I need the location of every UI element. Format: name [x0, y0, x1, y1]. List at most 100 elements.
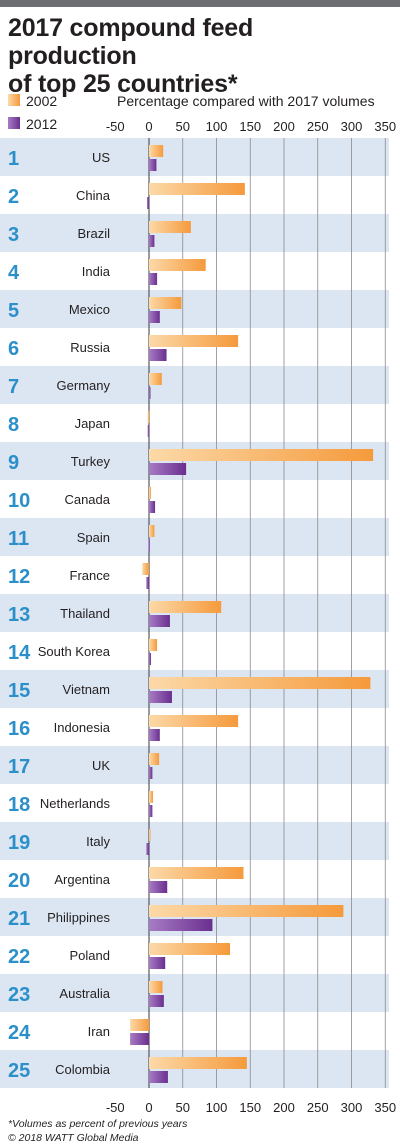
country-label: US: [92, 150, 110, 165]
bar-2002-iran: [130, 1019, 149, 1031]
bar-2002-australia: [149, 981, 163, 993]
row-band: [0, 974, 389, 1012]
bar-2012-japan: [147, 425, 150, 437]
x-tick-label-top: 350: [374, 119, 396, 134]
bar-2002-us: [149, 145, 164, 157]
bar-2012-turkey: [149, 463, 187, 475]
x-tick-label-top: -50: [106, 119, 125, 134]
rank-number: 10: [8, 490, 30, 512]
x-tick-label-bottom: 100: [206, 1100, 228, 1115]
country-label: Mexico: [69, 302, 110, 317]
copyright-text: © 2018 WATT Global Media: [8, 1132, 139, 1144]
legend-label-2012: 2012: [26, 116, 57, 132]
axes: -50 -50 0 0 50 50 100 100 150 150 200 200 250 250 300 3…: [106, 119, 396, 1115]
bar-2012-brazil: [149, 235, 155, 247]
rank-number: 17: [8, 756, 30, 778]
rank-number: 4: [8, 262, 20, 284]
country-label: India: [82, 264, 111, 279]
legend: 2002 2012 Percentage compared with 2017 …: [8, 93, 375, 132]
rank-number: 21: [8, 908, 30, 930]
bar-2012-argentina: [149, 881, 168, 893]
x-tick-label-bottom: 50: [176, 1100, 190, 1115]
x-tick-label-top: 250: [307, 119, 329, 134]
bar-2002-south-korea: [149, 639, 158, 651]
footnote: *Volumes as percent of previous years © …: [8, 1117, 187, 1145]
bar-2012-indonesia: [149, 729, 160, 741]
axis-title: Percentage compared with 2017 volumes: [117, 93, 375, 109]
bar-2002-canada: [149, 487, 152, 499]
bar-2002-argentina: [149, 867, 244, 879]
rank-number: 25: [8, 1060, 30, 1082]
country-label: Argentina: [54, 872, 110, 887]
rank-number: 6: [8, 338, 19, 360]
bar-2002-uk: [149, 753, 160, 765]
country-label: China: [76, 188, 111, 203]
country-label: Japan: [75, 416, 110, 431]
x-tick-label-top: 100: [206, 119, 228, 134]
bar-2002-brazil: [149, 221, 191, 233]
row-band: [0, 138, 389, 176]
rank-number: 12: [8, 566, 30, 588]
x-tick-label-top: 300: [341, 119, 363, 134]
bar-2012-mexico: [149, 311, 160, 323]
rank-number: 23: [8, 984, 30, 1006]
bar-2002-india: [149, 259, 206, 271]
x-tick-label-top: 0: [145, 119, 152, 134]
row-band: [0, 822, 389, 860]
country-label: Colombia: [55, 1062, 111, 1077]
bar-2012-poland: [149, 957, 166, 969]
bar-2002-france: [142, 563, 149, 575]
x-tick-label-bottom: 250: [307, 1100, 329, 1115]
country-label: Thailand: [60, 606, 110, 621]
x-tick-label-bottom: 300: [341, 1100, 363, 1115]
bar-2012-france: [146, 577, 149, 589]
bars: [130, 145, 374, 1083]
country-label: France: [70, 568, 110, 583]
country-label: UK: [92, 758, 110, 773]
legend-label-2002: 2002: [26, 93, 57, 109]
bar-2002-china: [149, 183, 245, 195]
country-label: South Korea: [38, 644, 111, 659]
country-label: Turkey: [71, 454, 111, 469]
bar-2012-south-korea: [149, 653, 152, 665]
country-label: Italy: [86, 834, 110, 849]
bar-2012-russia: [149, 349, 167, 361]
country-label: Indonesia: [54, 720, 111, 735]
rank-number: 22: [8, 946, 30, 968]
bar-2012-uk: [149, 767, 153, 779]
bar-2012-philippines: [149, 919, 213, 931]
bar-2002-russia: [149, 335, 239, 347]
rank-number: 15: [8, 680, 30, 702]
rank-number: 9: [8, 452, 19, 474]
bar-2002-thailand: [149, 601, 222, 613]
x-tick-label-bottom: 150: [239, 1100, 261, 1115]
bar-2002-mexico: [149, 297, 182, 309]
rank-number: 3: [8, 224, 19, 246]
bar-2012-australia: [149, 995, 164, 1007]
rank-number: 11: [8, 528, 29, 550]
bar-2002-netherlands: [149, 791, 154, 803]
bar-2012-italy: [146, 843, 149, 855]
bar-2012-netherlands: [149, 805, 153, 817]
x-tick-label-bottom: -50: [106, 1100, 125, 1115]
country-label: Brazil: [77, 226, 110, 241]
row-band: [0, 518, 389, 556]
rank-number: 20: [8, 870, 30, 892]
bar-2012-spain: [148, 539, 150, 551]
bar-2002-japan: [147, 411, 150, 423]
x-tick-label-top: 150: [239, 119, 261, 134]
country-label: Australia: [59, 986, 110, 1001]
bar-2002-spain: [149, 525, 155, 537]
rank-number: 2: [8, 186, 19, 208]
bar-2002-vietnam: [149, 677, 371, 689]
x-tick-label-bottom: 350: [374, 1100, 396, 1115]
legend-swatch-2002: [8, 94, 20, 106]
bar-2002-poland: [149, 943, 230, 955]
row-band: [0, 746, 389, 784]
bar-2002-philippines: [149, 905, 344, 917]
row-band: [0, 366, 389, 404]
bar-2002-germany: [149, 373, 162, 385]
rank-number: 1: [8, 148, 19, 170]
country-label: Poland: [70, 948, 110, 963]
